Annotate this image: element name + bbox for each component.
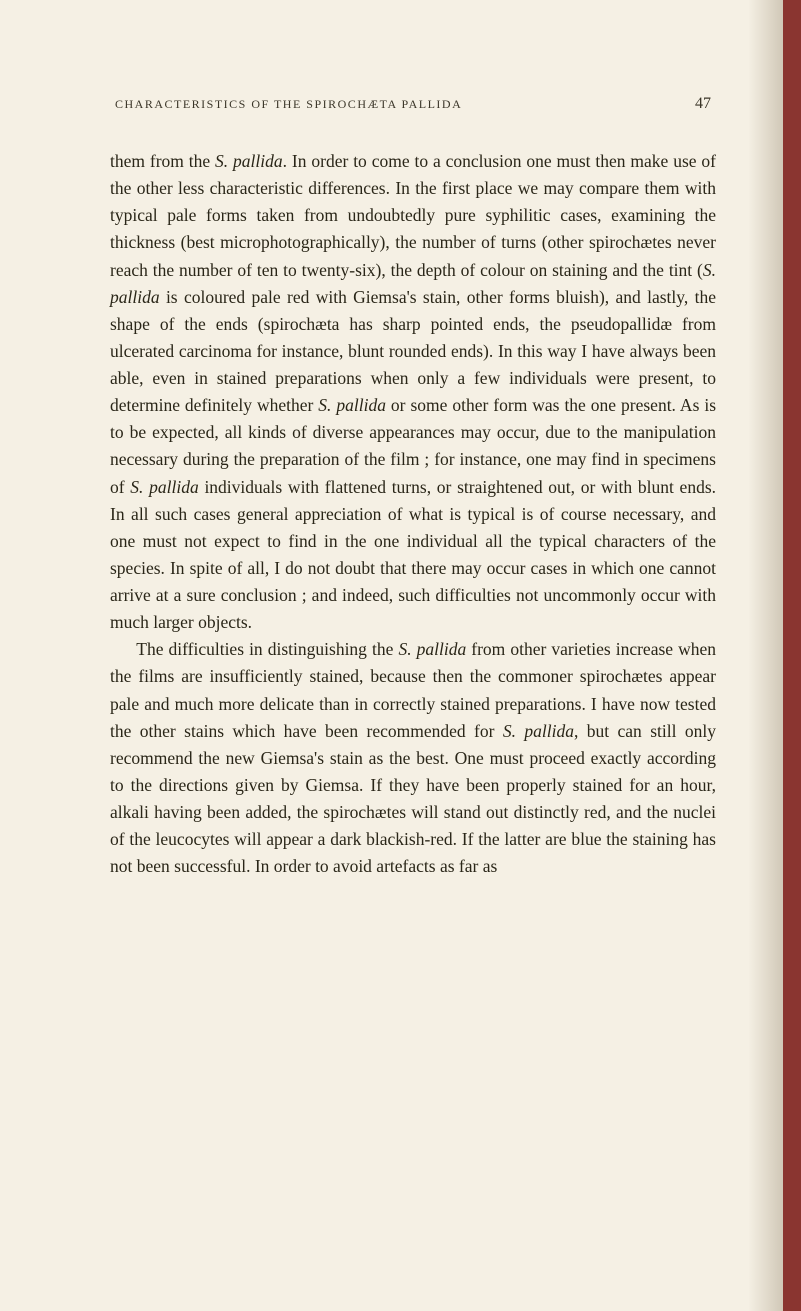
italic-text: S. pallida bbox=[503, 721, 574, 741]
page-container: CHARACTERISTICS OF THE SPIROCHÆTA PALLID… bbox=[0, 0, 801, 1311]
page-header: CHARACTERISTICS OF THE SPIROCHÆTA PALLID… bbox=[110, 95, 716, 113]
page-shadow bbox=[748, 0, 783, 1311]
header-title: CHARACTERISTICS OF THE SPIROCHÆTA PALLID… bbox=[115, 97, 462, 112]
paragraph-1: them from the S. pallida. In order to co… bbox=[110, 148, 716, 636]
italic-text: S. pallida bbox=[318, 395, 386, 415]
body-text: them from the S. pallida. In order to co… bbox=[110, 148, 716, 880]
page-number: 47 bbox=[695, 95, 711, 113]
italic-text: S. pallida bbox=[215, 151, 283, 171]
book-edge bbox=[783, 0, 801, 1311]
italic-text: S. pallida bbox=[130, 477, 198, 497]
italic-text: S. pallida bbox=[398, 639, 466, 659]
text-run: The difficulties in distinguishing the bbox=[136, 639, 398, 659]
text-run: individuals with flattened turns, or str… bbox=[110, 477, 716, 633]
text-run: them from the bbox=[110, 151, 215, 171]
text-run: , but can still only recommend the new G… bbox=[110, 721, 716, 877]
paragraph-2: The difficulties in distinguishing the S… bbox=[110, 636, 716, 880]
